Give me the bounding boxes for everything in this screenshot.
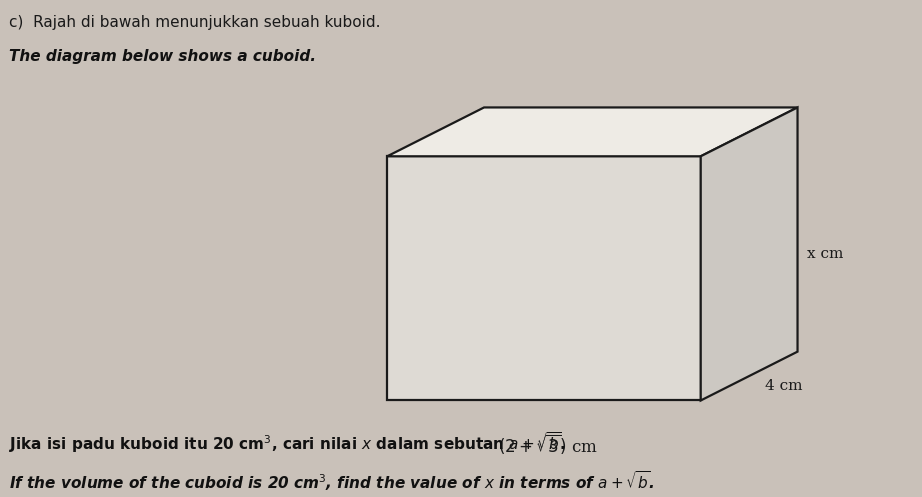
Polygon shape <box>387 156 701 401</box>
Text: x cm: x cm <box>807 247 843 261</box>
Text: The diagram below shows a cuboid.: The diagram below shows a cuboid. <box>9 49 316 64</box>
Text: If the volume of the cuboid is 20 cm$^3$, find the value of $x$ in terms of $a +: If the volume of the cuboid is 20 cm$^3$… <box>9 469 655 493</box>
Text: 4 cm: 4 cm <box>765 379 803 393</box>
Text: $(2 + \sqrt{3})$ cm: $(2 + \sqrt{3})$ cm <box>499 432 598 456</box>
Polygon shape <box>701 107 798 401</box>
Text: Jika isi padu kuboid itu 20 cm$^3$, cari nilai $x$ dalam sebutan $a + \sqrt{b}$.: Jika isi padu kuboid itu 20 cm$^3$, cari… <box>9 430 566 455</box>
Text: c)  Rajah di bawah menunjukkan sebuah kuboid.: c) Rajah di bawah menunjukkan sebuah kub… <box>9 14 381 30</box>
Polygon shape <box>387 107 798 156</box>
